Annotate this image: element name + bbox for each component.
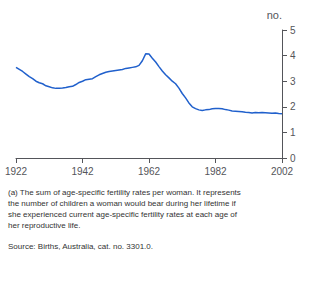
svg-text:0: 0 <box>290 153 296 164</box>
svg-text:no.: no. <box>267 9 282 21</box>
svg-text:2002: 2002 <box>271 166 294 177</box>
svg-text:5: 5 <box>290 25 296 36</box>
svg-text:Source: Births, Australia, cat: Source: Births, Australia, cat. no. 3301… <box>8 242 153 251</box>
svg-text:1982: 1982 <box>204 166 227 177</box>
svg-text:(a) The sum of age-specific fe: (a) The sum of age-specific fertility ra… <box>8 188 241 197</box>
svg-text:the number of children a woman: the number of children a woman would bea… <box>8 199 236 208</box>
svg-text:3: 3 <box>290 76 296 87</box>
svg-text:1: 1 <box>290 127 296 138</box>
svg-text:her reproductive life.: her reproductive life. <box>8 221 80 230</box>
svg-text:4: 4 <box>290 50 296 61</box>
svg-text:1962: 1962 <box>138 166 161 177</box>
svg-text:1922: 1922 <box>5 166 28 177</box>
svg-text:she experienced current age-sp: she experienced current age-specific fer… <box>8 210 238 219</box>
svg-text:2: 2 <box>290 101 296 112</box>
svg-text:1942: 1942 <box>71 166 94 177</box>
